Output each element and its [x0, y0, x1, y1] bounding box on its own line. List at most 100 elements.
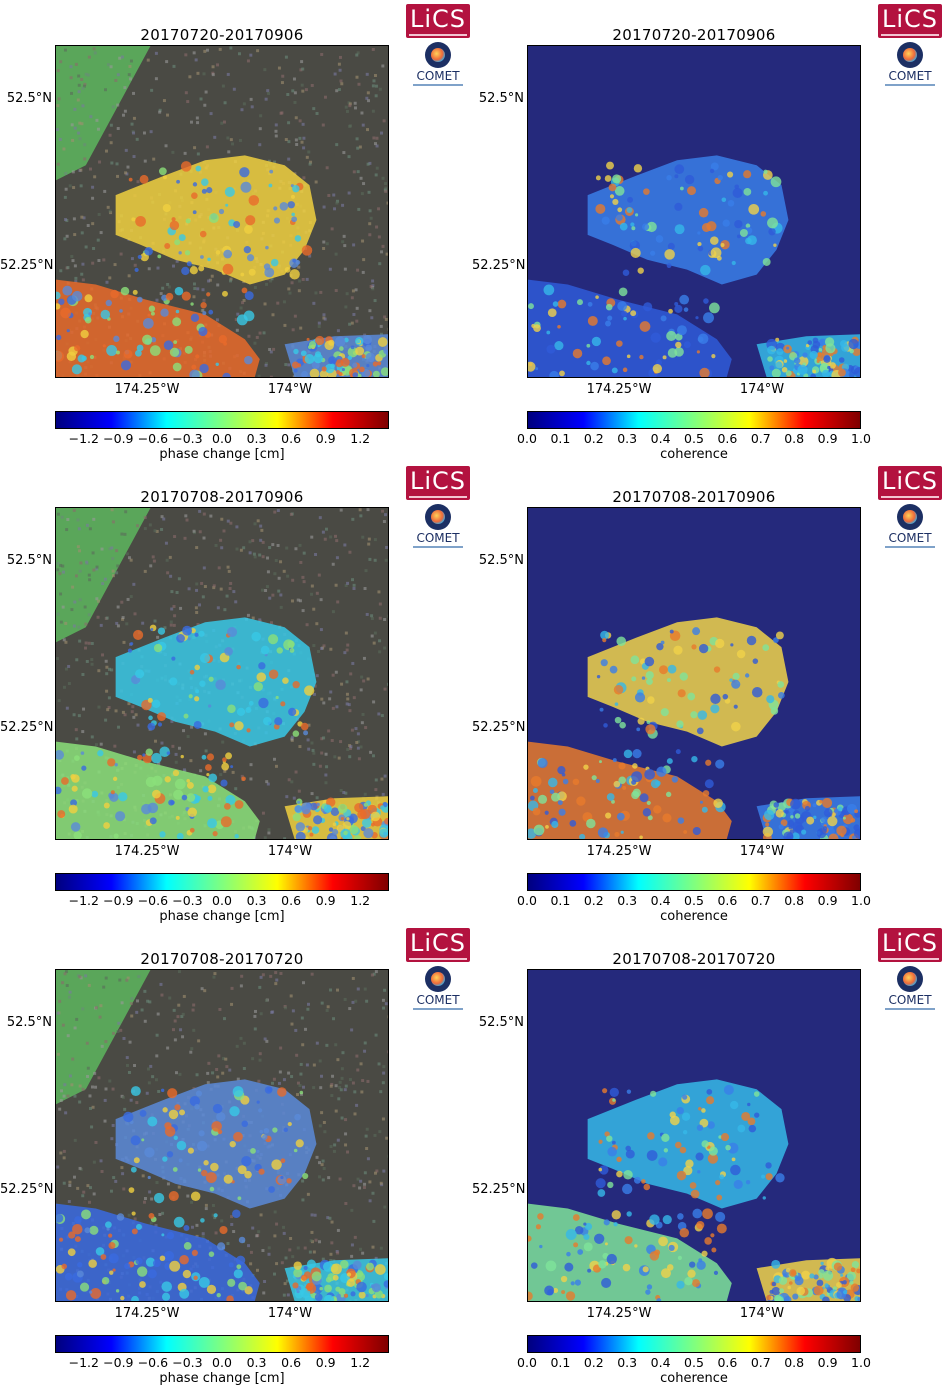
- colorbar-tick-label: −0.3: [172, 893, 203, 908]
- colorbar-tick-label: 0.6: [281, 1355, 302, 1370]
- panel-phase-2: 20170708-20170906 52.5°N 52.25°N 174.25°W 17…: [0, 462, 472, 924]
- phase-map: [55, 45, 389, 378]
- longitude-label: 174°W: [739, 382, 785, 397]
- colorbar-tick-label: 1.0: [851, 431, 871, 446]
- colorbar-tick-label: 0.9: [315, 893, 336, 908]
- comet-emblem-icon: [897, 504, 923, 530]
- colorbar-tick-label: −1.2: [68, 893, 99, 908]
- colorbar-tick-label: 0.4: [650, 431, 671, 446]
- colorbar-tick-label: 0.5: [684, 431, 704, 446]
- longitude-label: 174.25°W: [114, 382, 180, 397]
- colorbar-tick-label: 0.1: [550, 893, 571, 908]
- panel-title: 20170720-20170906: [140, 26, 304, 44]
- panel-title: 20170708-20170906: [140, 488, 304, 506]
- comet-emblem-icon: [425, 42, 451, 68]
- comet-tagline-strip: [413, 1008, 463, 1010]
- lics-logo-strip: [409, 34, 467, 36]
- phase-map: [55, 507, 389, 840]
- colorbar-tick-label: 0.9: [315, 431, 336, 446]
- latitude-label: 52.5°N: [478, 553, 524, 568]
- colorbar-tick-label: −0.9: [103, 893, 134, 908]
- comet-logo: COMET: [408, 966, 468, 1020]
- colorbar-label: phase change [cm]: [159, 909, 285, 924]
- coherence-map: [527, 969, 861, 1302]
- panel-title: 20170708-20170720: [140, 950, 304, 968]
- phase-colorbar: [55, 411, 389, 429]
- colorbar-tick-label: 0.9: [817, 893, 838, 908]
- lics-logo: LiCS: [878, 928, 942, 962]
- colorbar-tick-label: 0.0: [212, 893, 232, 908]
- colorbar-tick-label: 0.3: [617, 1355, 638, 1370]
- colorbar-tick-label: −0.6: [137, 431, 169, 446]
- colorbar-tick-label: 0.3: [617, 893, 638, 908]
- colorbar-tick-label: 0.6: [717, 1355, 738, 1370]
- colorbar-tick-label: 0.0: [517, 893, 537, 908]
- colorbar-tick-label: −0.3: [172, 431, 203, 446]
- comet-logo: COMET: [880, 504, 940, 558]
- colorbar-tick-label: −0.9: [103, 1355, 134, 1370]
- colorbar-tick-label: 1.2: [350, 893, 371, 908]
- longitude-label: 174.25°W: [586, 844, 652, 859]
- phase-map: [55, 969, 389, 1302]
- longitude-label: 174°W: [739, 1306, 785, 1321]
- comet-tagline-strip: [413, 84, 463, 86]
- comet-wordmark: COMET: [888, 69, 932, 83]
- latitude-label: 52.5°N: [6, 1015, 52, 1030]
- colorbar-tick-label: −0.6: [137, 893, 169, 908]
- colorbar-tick-label: 0.1: [550, 1355, 571, 1370]
- comet-tagline-strip: [885, 84, 935, 86]
- colorbar-tick-label: 0.3: [246, 431, 267, 446]
- longitude-label: 174.25°W: [586, 382, 652, 397]
- colorbar-tick-label: 0.2: [583, 431, 604, 446]
- colorbar-tick-label: 0.2: [583, 893, 604, 908]
- colorbar-tick-label: −0.3: [172, 1355, 203, 1370]
- comet-logo: COMET: [408, 504, 468, 558]
- colorbar-tick-label: 1.0: [851, 893, 871, 908]
- longitude-label: 174°W: [739, 844, 785, 859]
- colorbar-tick-label: 0.8: [784, 893, 805, 908]
- colorbar-tick-label: 0.0: [517, 431, 537, 446]
- colorbar-tick-label: 0.7: [750, 431, 771, 446]
- colorbar-tick-label: 0.6: [717, 431, 738, 446]
- colorbar-tick-label: 0.5: [684, 893, 704, 908]
- colorbar-tick-label: 1.0: [851, 1355, 871, 1370]
- longitude-label: 174°W: [267, 844, 313, 859]
- lics-logo-strip: [409, 496, 467, 498]
- colorbar-tick-label: 0.1: [550, 431, 571, 446]
- latitude-label: 52.25°N: [472, 1182, 526, 1197]
- lics-logo: LiCS: [878, 4, 942, 38]
- comet-logo: COMET: [408, 42, 468, 96]
- colorbar-tick-label: 0.4: [650, 893, 671, 908]
- coherence-colorbar: [527, 1335, 861, 1353]
- colorbar-tick-label: 0.3: [246, 893, 267, 908]
- panel-title: 20170720-20170906: [612, 26, 776, 44]
- colorbar-tick-label: 0.6: [717, 893, 738, 908]
- colorbar-tick-label: 0.9: [817, 431, 838, 446]
- colorbar-tick-label: 0.3: [617, 431, 638, 446]
- lics-logo: LiCS: [406, 928, 470, 962]
- latitude-label: 52.25°N: [0, 1182, 54, 1197]
- comet-emblem-icon: [897, 42, 923, 68]
- coherence-map: [527, 507, 861, 840]
- panel-title: 20170708-20170720: [612, 950, 776, 968]
- coherence-colorbar: [527, 411, 861, 429]
- longitude-label: 174.25°W: [586, 1306, 652, 1321]
- colorbar-tick-label: 0.7: [750, 893, 771, 908]
- latitude-label: 52.25°N: [0, 720, 54, 735]
- longitude-label: 174°W: [267, 382, 313, 397]
- comet-wordmark: COMET: [888, 993, 932, 1007]
- colorbar-tick-label: −0.9: [103, 431, 134, 446]
- longitude-label: 174°W: [267, 1306, 313, 1321]
- panel-coherence-3: 20170708-20170720 52.5°N 52.25°N 174.25°W 17…: [472, 924, 944, 1386]
- colorbar-label: coherence: [660, 909, 728, 924]
- comet-wordmark: COMET: [416, 993, 460, 1007]
- colorbar-tick-label: −1.2: [68, 1355, 99, 1370]
- colorbar-tick-label: 0.8: [784, 431, 805, 446]
- colorbar-tick-label: 0.0: [517, 1355, 537, 1370]
- colorbar-tick-label: 0.4: [650, 1355, 671, 1370]
- colorbar-label: coherence: [660, 1371, 728, 1386]
- comet-logo: COMET: [880, 966, 940, 1020]
- latitude-label: 52.25°N: [472, 258, 526, 273]
- colorbar-tick-label: 1.2: [350, 1355, 371, 1370]
- colorbar-tick-label: −1.2: [68, 431, 99, 446]
